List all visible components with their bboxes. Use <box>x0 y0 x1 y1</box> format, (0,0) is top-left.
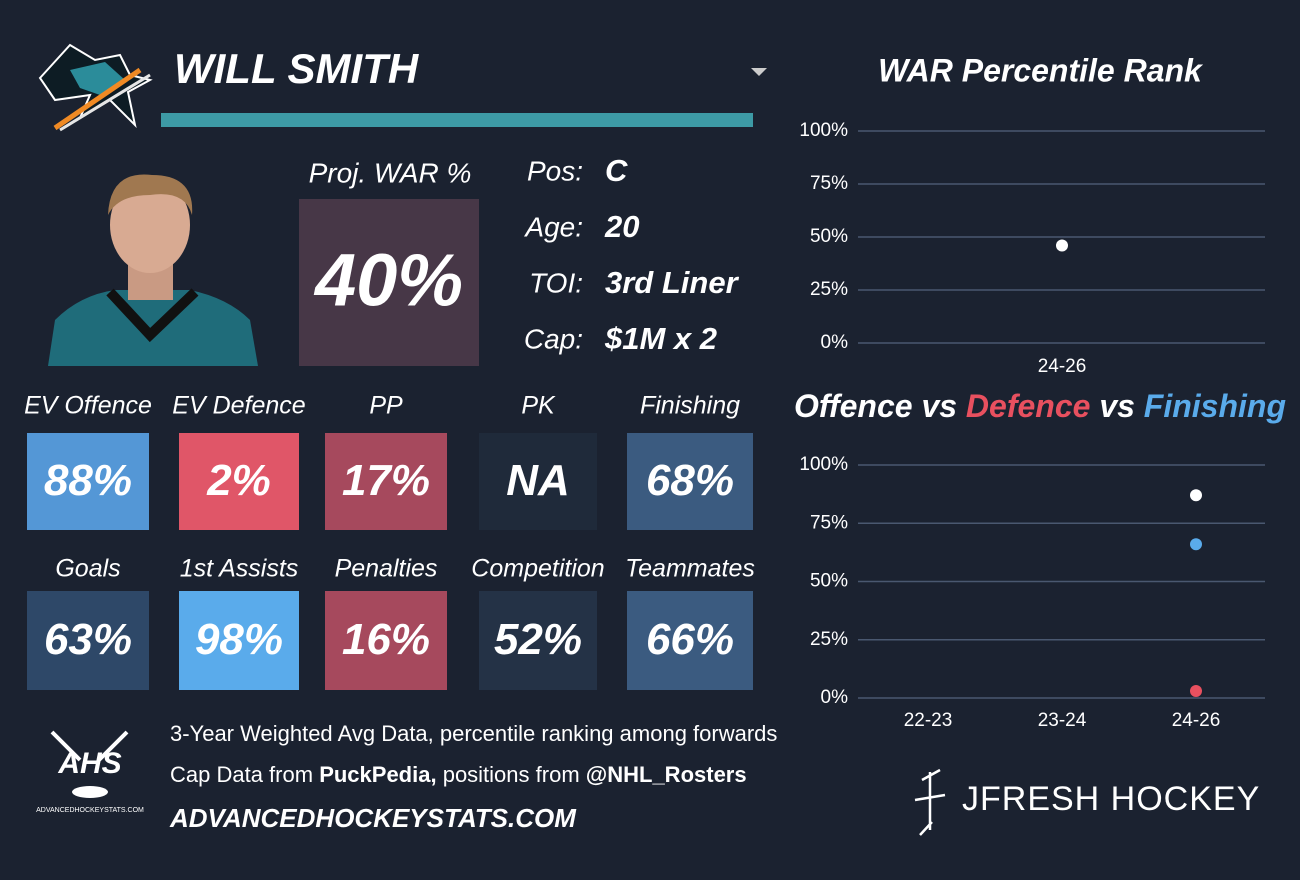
tile-label: PK <box>521 392 556 420</box>
tile-box <box>479 433 597 530</box>
ahs-logo-text: AHS <box>57 747 121 780</box>
info-value: 20 <box>604 209 639 244</box>
tile-box <box>479 591 597 690</box>
tile-box <box>27 433 149 530</box>
tile-value: 16% <box>342 615 430 664</box>
tile-label: EV Defence <box>172 392 305 420</box>
player-name: WILL SMITH <box>174 45 420 92</box>
data-point <box>1190 685 1202 698</box>
chart-title: WAR Percentile Rank <box>878 52 1204 88</box>
info-label: Age: <box>523 211 583 242</box>
info-label: TOI: <box>529 267 583 298</box>
y-tick-label: 25% <box>810 629 848 650</box>
player-photo <box>48 174 258 366</box>
x-tick-label: 23-24 <box>1038 710 1087 731</box>
y-tick-label: 0% <box>821 332 849 353</box>
tile-value: 52% <box>494 615 582 664</box>
brand-name: JFRESH HOCKEY <box>962 780 1260 818</box>
proj-war-box <box>299 199 479 366</box>
y-tick-label: 50% <box>810 571 848 592</box>
y-tick-label: 25% <box>810 279 848 300</box>
title-joiner: vs <box>1099 388 1135 424</box>
credit-part: positions from <box>443 762 580 787</box>
y-tick-label: 100% <box>799 454 848 475</box>
y-tick-label: 75% <box>810 173 848 194</box>
y-tick-label: 75% <box>810 512 848 533</box>
info-value: $1M x 2 <box>604 321 717 356</box>
credit-part: Cap Data from <box>170 762 313 787</box>
tile-label: Goals <box>55 555 120 583</box>
data-point <box>1190 489 1202 502</box>
data-point <box>1190 538 1202 551</box>
title-series-name: Offence <box>794 388 913 424</box>
dropdown-caret[interactable] <box>751 68 767 76</box>
info-value: 3rd Liner <box>605 265 740 300</box>
info-label: Pos: <box>527 155 583 186</box>
tile-box <box>325 433 447 530</box>
title-joiner: vs <box>921 388 957 424</box>
tile-box <box>179 433 299 530</box>
chart-title: Offence vs Defence vs Finishing <box>794 388 1286 424</box>
title-series-name: Finishing <box>1144 388 1286 424</box>
tile-value: 66% <box>646 615 734 664</box>
brand-logo <box>914 768 946 836</box>
tile-value: 98% <box>195 615 283 664</box>
footer-note: 3-Year Weighted Avg Data, percentile ran… <box>170 721 777 746</box>
charts: WAR Percentile Rank 0% 25% 50% 75% 100% 24-26 O… <box>794 52 1286 731</box>
tile-box <box>627 591 753 690</box>
y-tick-label: 0% <box>821 687 849 708</box>
tile-value: 17% <box>342 456 430 505</box>
title-series-name: Defence <box>966 388 1091 424</box>
tile-value: 88% <box>44 456 132 505</box>
y-tick-label: 50% <box>810 226 848 247</box>
y-tick-label: 100% <box>799 120 848 141</box>
tile-label: PP <box>369 392 403 420</box>
tile-label: EV Offence <box>24 392 152 420</box>
ahs-logo: AHS ADVANCEDHOCKEYSTATS.COM <box>36 730 144 814</box>
tile-value: 63% <box>44 615 132 664</box>
tile-value: 68% <box>646 456 734 505</box>
team-logo <box>38 43 153 132</box>
name-underline <box>161 113 753 127</box>
tile-label: Finishing <box>640 392 740 420</box>
stat-tiles: EV Offence 88% EV Defence 2% PP 17% PK NA Finish… <box>24 392 755 690</box>
info-value: C <box>605 153 628 188</box>
credit-part: PuckPedia, <box>319 762 436 787</box>
ahs-logo-caption: ADVANCEDHOCKEYSTATS.COM <box>36 807 144 814</box>
tile-label: Teammates <box>625 555 755 583</box>
tile-box <box>627 433 753 530</box>
data-point <box>1056 239 1068 252</box>
tile-label: 1st Assists <box>180 555 299 583</box>
x-tick-label: 24-26 <box>1038 356 1087 377</box>
footer-credits: Cap Data from PuckPedia, positions from … <box>170 762 747 787</box>
x-tick-label: 22-23 <box>904 710 953 731</box>
tile-value: NA <box>506 456 570 505</box>
tile-label: Penalties <box>335 555 438 583</box>
x-tick-label: 24-26 <box>1172 710 1221 731</box>
info-rows: Pos: C Age: 20 TOI: 3rd Liner Cap: $1M x 2 <box>523 153 739 356</box>
proj-war-label: Proj. WAR % <box>309 157 472 188</box>
tile-value: 2% <box>206 456 271 505</box>
info-label: Cap: <box>524 323 583 354</box>
tile-box <box>179 591 299 690</box>
credit-part: @NHL_Rosters <box>586 762 747 787</box>
tile-box <box>27 591 149 690</box>
proj-war-value: 40% <box>313 239 463 322</box>
tile-box <box>325 591 447 690</box>
footer-site: ADVANCEDHOCKEYSTATS.COM <box>169 803 577 833</box>
tile-label: Competition <box>471 555 604 583</box>
